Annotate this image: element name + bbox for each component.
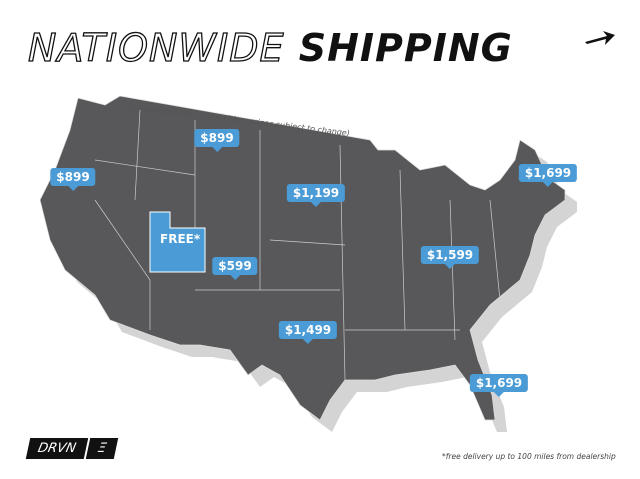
price-utah: FREE* xyxy=(160,232,201,246)
price-montana: $899 xyxy=(194,129,240,152)
title-bold: SHIPPING xyxy=(298,26,513,70)
title-outline: NATIONWIDE xyxy=(27,25,285,70)
drvn-logo: DRVN Ξ xyxy=(25,438,119,459)
logo-text: DRVN xyxy=(25,438,88,459)
price-colorado: $599 xyxy=(212,257,258,280)
utah-highlight xyxy=(149,211,206,273)
price-nebraska: $1,199 xyxy=(286,184,346,207)
price-florida: $1,699 xyxy=(469,374,529,397)
price-oklahoma: $1,499 xyxy=(278,321,338,344)
arrow-icon xyxy=(585,31,615,45)
footnote: *free delivery up to 100 miles from deal… xyxy=(442,452,616,461)
price-ohio: $1,599 xyxy=(420,246,480,269)
logo-mark: Ξ xyxy=(85,438,119,459)
price-new-england: $1,699 xyxy=(518,164,578,187)
us-outline xyxy=(39,95,566,421)
page-title: NATIONWIDE SHIPPING xyxy=(27,25,513,70)
state-borders xyxy=(94,109,501,381)
price-pacific-northwest: $899 xyxy=(50,168,96,191)
